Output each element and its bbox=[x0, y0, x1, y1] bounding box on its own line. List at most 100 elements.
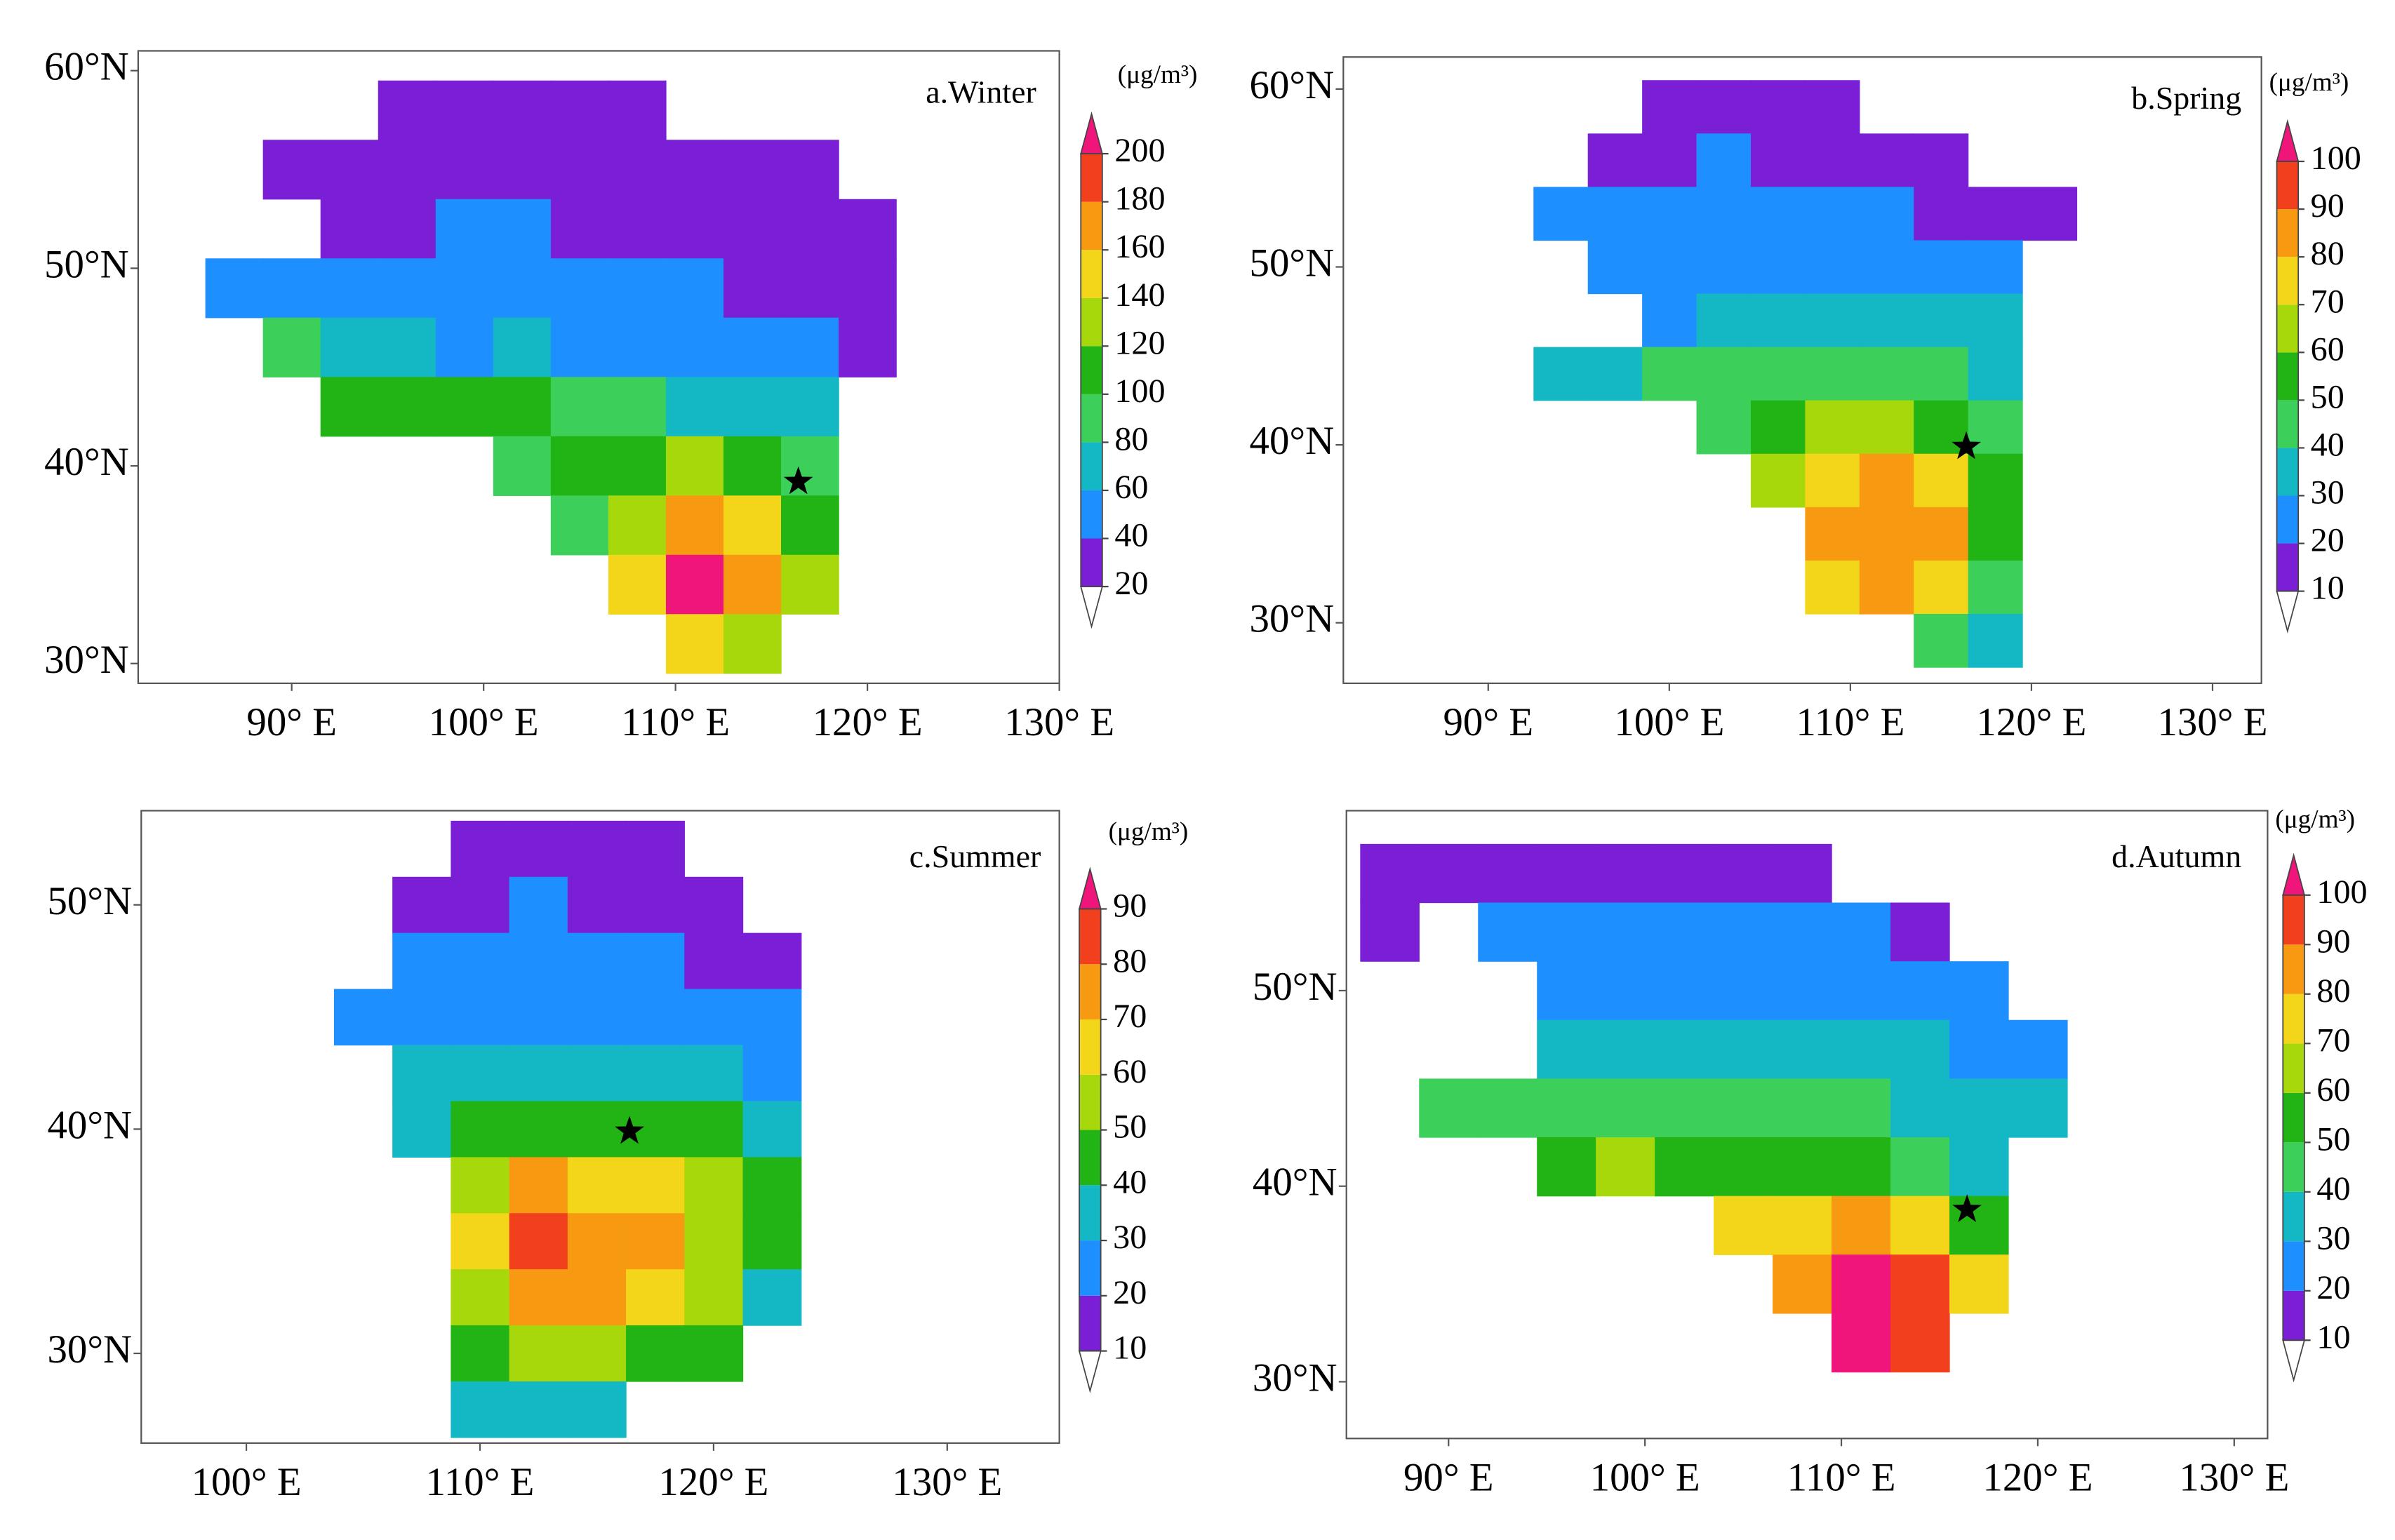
colorbar-label: 80 bbox=[2311, 235, 2344, 272]
grid-cell bbox=[2008, 1019, 2068, 1080]
grid-cell bbox=[1533, 347, 1589, 401]
x-tick-label: 110° E bbox=[621, 700, 730, 744]
grid-cell bbox=[1968, 613, 2023, 668]
grid-cell bbox=[1587, 133, 1643, 188]
colorbar-label: 30 bbox=[2311, 474, 2344, 511]
grid-cell bbox=[684, 1325, 744, 1382]
grid-cell bbox=[1968, 347, 2023, 401]
x-tick-label: 130° E bbox=[1004, 700, 1114, 744]
grid-cell bbox=[451, 1101, 510, 1158]
colorbar-label: 180 bbox=[1114, 180, 1165, 217]
colorbar-bin bbox=[1079, 1019, 1101, 1075]
grid-cell bbox=[1832, 1254, 1891, 1314]
grid-cell bbox=[608, 140, 667, 200]
x-tick-label: 100° E bbox=[1614, 700, 1724, 744]
site-star bbox=[1952, 1194, 1982, 1222]
colorbar-bin bbox=[2276, 161, 2299, 210]
grid-cell bbox=[1859, 347, 1914, 401]
grid-cell bbox=[1596, 961, 1655, 1021]
grid-cell bbox=[1832, 1196, 1891, 1255]
grid-cell bbox=[1859, 507, 1914, 561]
colorbar-bottom bbox=[1080, 586, 1103, 629]
grid-cell bbox=[1805, 347, 1860, 401]
x-tick-label: 100° E bbox=[429, 700, 539, 744]
grid-cell bbox=[1596, 1137, 1655, 1197]
grid-cell bbox=[378, 258, 436, 319]
grid-cell bbox=[1773, 1196, 1832, 1255]
grid-cell bbox=[1890, 1019, 1950, 1080]
grid-cell bbox=[1968, 453, 2023, 508]
grid-cell bbox=[1949, 1078, 2009, 1138]
colorbar-bin bbox=[1081, 538, 1102, 587]
colorbar-label: 70 bbox=[2316, 1022, 2350, 1059]
grid-cell bbox=[608, 317, 667, 377]
grid-cell bbox=[550, 80, 609, 140]
colorbar-label: 60 bbox=[2311, 330, 2344, 368]
grid-cell bbox=[1890, 902, 1950, 962]
grid-cell bbox=[626, 1325, 685, 1382]
colorbar-bin bbox=[1079, 1074, 1101, 1130]
grid-cell bbox=[608, 554, 667, 615]
grid-cell bbox=[378, 140, 436, 200]
grid-cell bbox=[509, 876, 568, 934]
y-tick-label: 30°N bbox=[1253, 1356, 1337, 1400]
grid-cell bbox=[781, 377, 839, 437]
colorbar-label: 60 bbox=[1113, 1053, 1147, 1090]
grid-cell bbox=[665, 377, 724, 437]
grid-cell bbox=[608, 199, 667, 259]
colorbar-label: 90 bbox=[1113, 888, 1147, 925]
grid-cell bbox=[509, 1269, 568, 1326]
map-frame bbox=[1345, 810, 2269, 1440]
colorbar-label: 100 bbox=[2311, 140, 2361, 177]
grid-cell bbox=[684, 1045, 744, 1102]
colorbar-bin bbox=[2283, 1290, 2304, 1341]
heatmap bbox=[205, 80, 897, 674]
colorbar-bin bbox=[1081, 490, 1102, 539]
colorbar-bin bbox=[2283, 895, 2304, 945]
grid-cell bbox=[1696, 187, 1752, 241]
x-tick-label: 130° E bbox=[2157, 700, 2267, 744]
grid-cell bbox=[608, 436, 667, 496]
y-tick-label: 30°N bbox=[1250, 597, 1335, 641]
grid-cell bbox=[451, 820, 510, 878]
colorbar-label: 20 bbox=[2311, 522, 2344, 559]
grid-cell bbox=[392, 1045, 452, 1102]
colorbar-label: 80 bbox=[2316, 972, 2350, 1010]
grid-cell bbox=[1773, 1254, 1832, 1314]
colorbar-label: 60 bbox=[1114, 469, 1148, 506]
grid-cell bbox=[684, 932, 744, 990]
grid-cell bbox=[509, 1157, 568, 1214]
x-tick-label: 90° E bbox=[1443, 700, 1533, 744]
grid-cell bbox=[451, 932, 510, 990]
grid-cell bbox=[665, 199, 724, 259]
colorbar-label: 40 bbox=[1113, 1163, 1147, 1200]
x-tick-label: 120° E bbox=[1976, 700, 2086, 744]
colorbar-label: 10 bbox=[1113, 1330, 1147, 1367]
grid-cell bbox=[1655, 1019, 1714, 1080]
colorbar-bin bbox=[1079, 964, 1101, 1020]
grid-cell bbox=[1890, 1313, 1950, 1373]
grid-cell bbox=[1478, 843, 1537, 904]
grid-cell bbox=[1419, 1078, 1479, 1138]
colorbar-bottom bbox=[2282, 1339, 2306, 1383]
grid-cell bbox=[1714, 1137, 1773, 1197]
grid-cell bbox=[1537, 1137, 1596, 1197]
grid-cell bbox=[608, 80, 667, 140]
grid-cell bbox=[567, 989, 627, 1046]
grid-cell bbox=[742, 1101, 802, 1158]
grid-cell bbox=[723, 554, 782, 615]
grid-cell bbox=[626, 820, 685, 878]
grid-cell bbox=[435, 258, 494, 319]
grid-cell bbox=[509, 989, 568, 1046]
grid-cell bbox=[1949, 961, 2009, 1021]
grid-cell bbox=[781, 554, 839, 615]
grid-cell bbox=[509, 1101, 568, 1158]
grid-cell bbox=[509, 1213, 568, 1270]
grid-cell bbox=[665, 258, 724, 319]
grid-cell bbox=[1596, 843, 1655, 904]
colorbar-top bbox=[1080, 111, 1103, 154]
grid-cell bbox=[1773, 843, 1832, 904]
grid-cell bbox=[1832, 1137, 1891, 1197]
grid-cell bbox=[839, 258, 897, 319]
grid-cell bbox=[723, 495, 782, 556]
